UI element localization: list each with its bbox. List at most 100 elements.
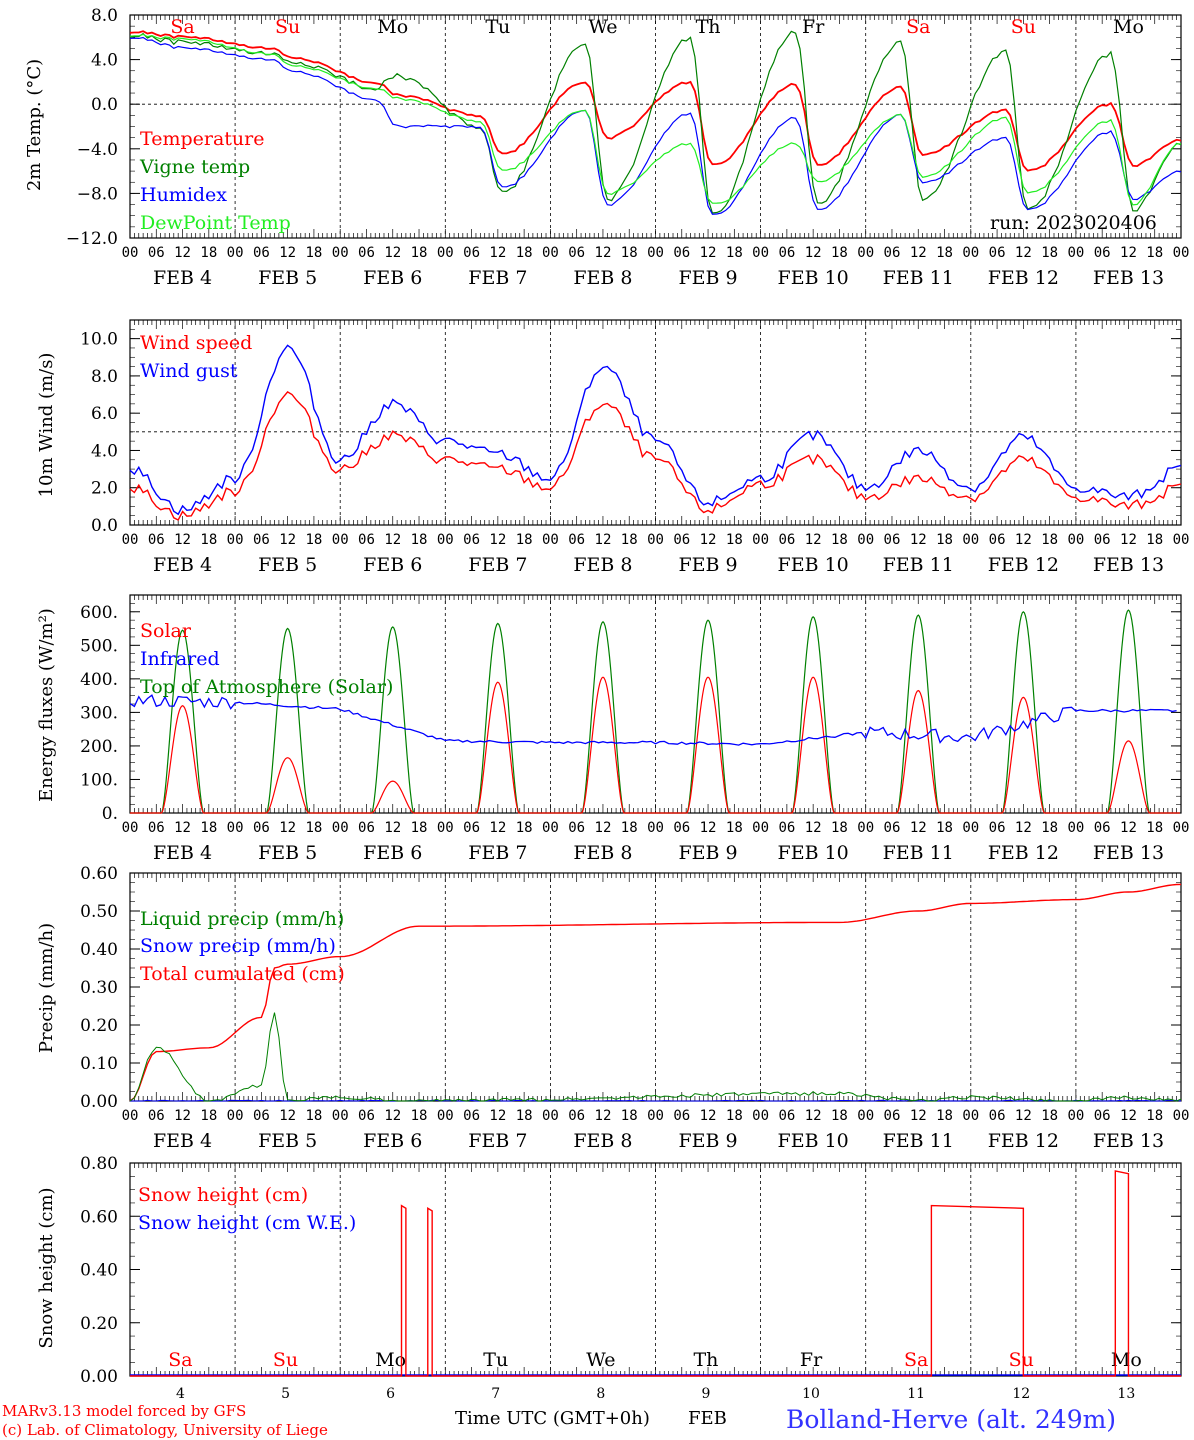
hour-label: 12	[489, 245, 506, 261]
hour-label: 12	[174, 532, 191, 548]
hour-label: 00	[1067, 532, 1084, 548]
hour-label: 00	[542, 1108, 559, 1124]
legend-humidex: Humidex	[140, 184, 227, 206]
date-label: FEB 4	[153, 1130, 212, 1152]
y-tick-label: 0.40	[80, 1261, 118, 1281]
hour-label: 00	[1173, 820, 1190, 836]
hour-label: 18	[516, 245, 533, 261]
day-name: Mo	[377, 16, 408, 38]
hour-label: 06	[1094, 245, 1111, 261]
date-label: FEB 5	[258, 842, 317, 864]
series-infrared	[129, 694, 1177, 746]
hour-label: 12	[805, 245, 822, 261]
day-number: 6	[386, 1386, 395, 1402]
hour-label: 12	[700, 1108, 717, 1124]
hour-label: 12	[910, 532, 927, 548]
hour-label: 12	[384, 1108, 401, 1124]
day-name: Th	[696, 16, 721, 38]
hour-label: 00	[542, 245, 559, 261]
date-label: FEB 12	[988, 267, 1059, 289]
day-name: Sa	[168, 1349, 192, 1371]
series-temp-3	[129, 33, 1181, 206]
date-label: FEB 11	[883, 554, 954, 576]
hour-label: 18	[621, 1108, 638, 1124]
date-label: FEB 10	[778, 1130, 849, 1152]
day-number: 7	[491, 1386, 500, 1402]
day-name: Sa	[904, 1349, 928, 1371]
y-tick-label: 0.00	[80, 1367, 118, 1387]
legend-temperature: Temperature	[140, 128, 264, 150]
y-tick-label: 0.0	[91, 516, 118, 536]
day-number: 9	[701, 1386, 710, 1402]
hour-label: 00	[332, 532, 349, 548]
hour-label: 06	[568, 532, 585, 548]
hour-label: 00	[857, 245, 874, 261]
hour-label: 06	[884, 245, 901, 261]
hour-label: 00	[752, 245, 769, 261]
day-name: Mo	[375, 1349, 406, 1371]
hour-label: 06	[778, 820, 795, 836]
series-snow-height	[130, 1170, 1181, 1377]
legend-dewpoint: DewPoint Temp	[140, 212, 291, 234]
date-label: FEB 7	[468, 842, 527, 864]
hour-label: 06	[1094, 1108, 1111, 1124]
hour-label: 12	[595, 1108, 612, 1124]
day-name: Su	[275, 16, 300, 38]
hour-label: 00	[332, 820, 349, 836]
y-tick-label: −12.0	[66, 229, 118, 249]
hour-label: 00	[962, 245, 979, 261]
y-tick-label: 0.00	[80, 1092, 118, 1112]
credit-line-1: MARv3.13 model forced by GFS	[2, 1402, 246, 1420]
hour-label: 06	[778, 245, 795, 261]
hour-label: 12	[174, 820, 191, 836]
hour-label: 06	[673, 245, 690, 261]
hour-label: 18	[200, 532, 217, 548]
date-label: FEB 13	[1093, 842, 1164, 864]
hour-label: 00	[227, 532, 244, 548]
y-tick-label: 300.	[80, 703, 118, 723]
hour-label: 18	[1146, 820, 1163, 836]
hour-label: 18	[726, 532, 743, 548]
date-label: FEB 12	[988, 1130, 1059, 1152]
hour-label: 00	[752, 532, 769, 548]
hour-label: 06	[148, 532, 165, 548]
y-tick-label: 4.0	[91, 441, 118, 461]
hour-label: 00	[1173, 1108, 1190, 1124]
hour-label: 12	[1120, 1108, 1137, 1124]
y-tick-label: 2.0	[91, 479, 118, 499]
y-tick-label: 0.40	[80, 940, 118, 960]
ylabel-energy: Energy fluxes (W/m²)	[36, 608, 57, 802]
hour-label: 12	[1120, 820, 1137, 836]
hour-label: 18	[200, 245, 217, 261]
hour-label: 18	[411, 1108, 428, 1124]
series-temp-2	[129, 36, 1182, 215]
day-name: We	[586, 1349, 615, 1371]
hour-label: 18	[1146, 532, 1163, 548]
day-name: Mo	[1111, 1349, 1142, 1371]
hour-label: 06	[884, 532, 901, 548]
series-wind-1	[129, 344, 1182, 516]
hour-label: 12	[174, 245, 191, 261]
hour-label: 18	[516, 1108, 533, 1124]
series-total-cumulated	[129, 883, 1182, 1102]
hour-label: 12	[1120, 532, 1137, 548]
date-label: FEB 7	[468, 554, 527, 576]
date-label: FEB 7	[468, 1130, 527, 1152]
hour-label: 12	[700, 820, 717, 836]
y-tick-label: 0.	[102, 804, 118, 824]
hour-label: 18	[831, 1108, 848, 1124]
hour-label: 18	[726, 1108, 743, 1124]
hour-label: 06	[253, 532, 270, 548]
ylabel-wind: 10m Wind (m/s)	[36, 353, 57, 498]
day-name: Fr	[800, 1349, 823, 1371]
date-label: FEB 4	[153, 842, 212, 864]
panel-1: 8.04.00.0−4.0−8.0−12.000 06 12 18 00 06 12 18 00…	[66, 6, 1190, 289]
y-tick-label: 10.0	[80, 330, 118, 350]
hour-label: 12	[910, 820, 927, 836]
date-label: FEB 10	[778, 267, 849, 289]
ylabel-precip: Precip (mm/h)	[36, 923, 57, 1053]
day-name: Tu	[485, 16, 510, 38]
hour-label: 06	[1094, 532, 1111, 548]
series-solar	[130, 676, 1180, 814]
